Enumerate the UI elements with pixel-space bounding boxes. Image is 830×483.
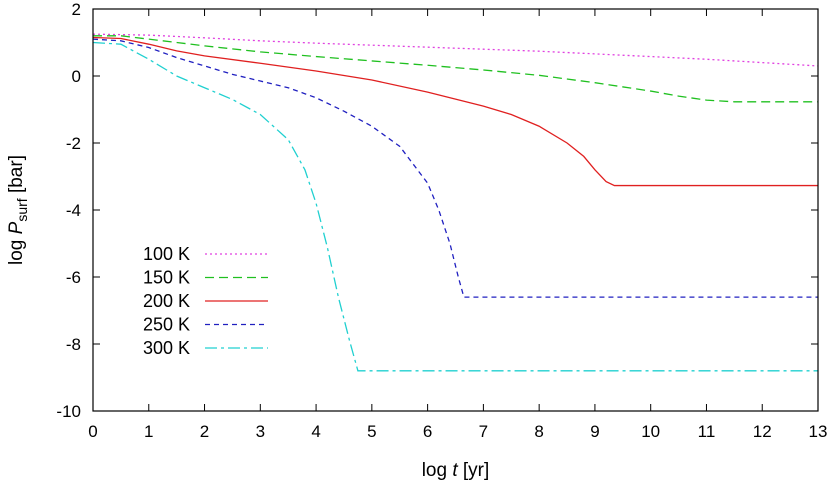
y-tick-label: -6 bbox=[66, 268, 81, 287]
x-tick-label: 0 bbox=[88, 422, 97, 441]
y-tick-label: -8 bbox=[66, 335, 81, 354]
y-tick-label: -10 bbox=[56, 402, 81, 421]
y-axis-label: log Psurf [bar] bbox=[6, 155, 30, 265]
x-tick-label: 12 bbox=[753, 422, 772, 441]
series-line-1 bbox=[93, 35, 818, 103]
series-line-4 bbox=[92, 41, 818, 372]
x-tick-label: 6 bbox=[423, 422, 432, 441]
legend-label: 300 K bbox=[143, 338, 190, 358]
x-tick-label: 10 bbox=[641, 422, 660, 441]
legend-label: 100 K bbox=[143, 244, 190, 264]
plot-frame bbox=[92, 8, 819, 412]
legend-label: 200 K bbox=[143, 291, 190, 311]
series-line-3 bbox=[92, 38, 818, 298]
x-axis-label: log t [yr] bbox=[422, 460, 490, 481]
legend-label: 250 K bbox=[143, 315, 190, 335]
x-tick-label: 2 bbox=[200, 422, 209, 441]
legend-label: 150 K bbox=[143, 268, 190, 288]
x-tick-label: 1 bbox=[144, 422, 153, 441]
y-tick-label: -4 bbox=[66, 201, 81, 220]
x-tick-label: 9 bbox=[590, 422, 599, 441]
x-tick-label: 13 bbox=[809, 422, 828, 441]
series-layer bbox=[92, 33, 819, 372]
x-tick-label: 5 bbox=[367, 422, 376, 441]
series-line-2 bbox=[92, 36, 818, 187]
x-tick-label: 7 bbox=[479, 422, 488, 441]
series-line-0 bbox=[92, 33, 819, 67]
y-tick-label: -2 bbox=[66, 134, 81, 153]
x-tick-label: 3 bbox=[256, 422, 265, 441]
y-tick-label: 2 bbox=[72, 0, 81, 19]
x-tick-label: 8 bbox=[534, 422, 543, 441]
x-tick-label: 11 bbox=[698, 422, 716, 441]
y-tick-label: 0 bbox=[72, 67, 81, 86]
legend: 100 K 150 K 200 K 250 K 300 K bbox=[143, 244, 268, 358]
x-tick-label: 4 bbox=[311, 422, 320, 441]
